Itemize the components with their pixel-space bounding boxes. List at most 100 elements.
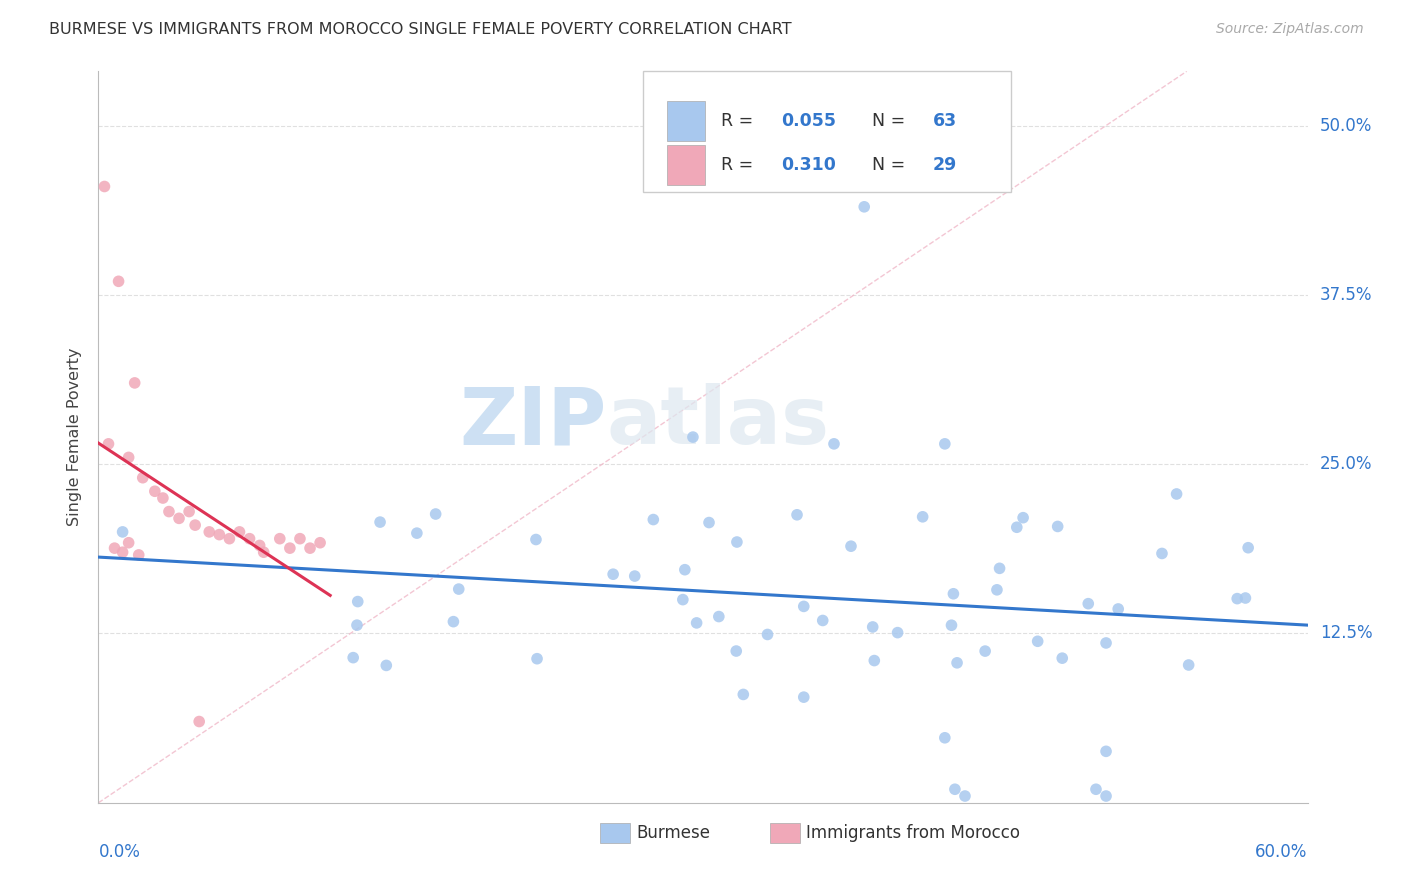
Point — [253, 545, 276, 559]
Point — [111, 545, 134, 559]
Text: 63: 63 — [932, 112, 957, 129]
Point — [269, 532, 291, 546]
Point — [188, 714, 211, 729]
Point — [93, 179, 115, 194]
Point — [97, 437, 120, 451]
Point — [152, 491, 174, 505]
Point — [685, 615, 707, 630]
Point — [103, 541, 125, 556]
Point — [278, 541, 301, 556]
Text: 60.0%: 60.0% — [1256, 843, 1308, 861]
Point — [673, 563, 696, 577]
Point — [733, 688, 755, 702]
Point — [524, 533, 547, 547]
Point — [405, 526, 427, 541]
Point — [1226, 591, 1249, 606]
Text: 0.055: 0.055 — [782, 112, 837, 129]
Point — [943, 782, 966, 797]
Bar — [666, 101, 706, 141]
Point — [974, 644, 997, 658]
Point — [375, 658, 398, 673]
Text: N =: N = — [872, 155, 911, 174]
Point — [218, 532, 240, 546]
Point — [1234, 591, 1257, 605]
Point — [157, 505, 180, 519]
Point — [441, 615, 464, 629]
Text: ZIP: ZIP — [458, 384, 606, 461]
Point — [953, 789, 976, 803]
Point — [793, 690, 815, 705]
Point — [942, 587, 965, 601]
Point — [132, 471, 155, 485]
Point — [107, 274, 129, 288]
Point — [1046, 519, 1069, 533]
Point — [309, 535, 332, 549]
Point — [823, 437, 845, 451]
Text: 12.5%: 12.5% — [1320, 624, 1372, 642]
Point — [911, 509, 934, 524]
Y-axis label: Single Female Poverty: Single Female Poverty — [67, 348, 83, 526]
Text: R =: R = — [721, 112, 759, 129]
Text: Immigrants from Morocco: Immigrants from Morocco — [806, 824, 1019, 842]
Point — [623, 569, 645, 583]
Point — [986, 582, 1008, 597]
Point — [1085, 782, 1108, 797]
Point — [249, 538, 271, 552]
Point — [299, 541, 322, 556]
Point — [862, 620, 884, 634]
Point — [786, 508, 808, 522]
Text: BURMESE VS IMMIGRANTS FROM MOROCCO SINGLE FEMALE POVERTY CORRELATION CHART: BURMESE VS IMMIGRANTS FROM MOROCCO SINGL… — [49, 22, 792, 37]
Point — [1177, 658, 1199, 673]
Point — [602, 567, 624, 582]
Point — [208, 527, 231, 541]
Text: Source: ZipAtlas.com: Source: ZipAtlas.com — [1216, 22, 1364, 37]
Point — [672, 592, 695, 607]
Point — [1095, 636, 1118, 650]
Point — [697, 516, 720, 530]
Point — [198, 524, 221, 539]
Point — [124, 376, 146, 390]
Bar — [600, 822, 630, 843]
Text: 0.0%: 0.0% — [98, 843, 141, 861]
Point — [368, 515, 391, 529]
Point — [934, 437, 956, 451]
Text: 0.310: 0.310 — [782, 155, 837, 174]
Point — [1107, 602, 1129, 616]
Point — [288, 532, 311, 546]
Point — [179, 505, 201, 519]
Point — [1237, 541, 1260, 555]
Point — [1150, 546, 1173, 560]
FancyBboxPatch shape — [643, 71, 1011, 192]
Point — [111, 524, 134, 539]
Text: Burmese: Burmese — [637, 824, 710, 842]
Bar — [666, 145, 706, 185]
Point — [342, 650, 364, 665]
Point — [725, 535, 748, 549]
Point — [346, 594, 368, 608]
Point — [863, 654, 886, 668]
Point — [1077, 597, 1099, 611]
Point — [725, 644, 748, 658]
Point — [128, 548, 150, 562]
Text: 50.0%: 50.0% — [1320, 117, 1372, 135]
Point — [526, 651, 548, 665]
Point — [447, 582, 470, 596]
Point — [346, 618, 368, 632]
Point — [793, 599, 815, 614]
Point — [1052, 651, 1074, 665]
Text: 29: 29 — [932, 155, 957, 174]
Point — [425, 507, 447, 521]
Text: 25.0%: 25.0% — [1320, 455, 1372, 473]
Point — [707, 609, 730, 624]
Point — [184, 518, 207, 533]
Text: 37.5%: 37.5% — [1320, 285, 1372, 304]
Point — [839, 539, 862, 553]
Point — [811, 614, 834, 628]
Text: R =: R = — [721, 155, 759, 174]
Text: N =: N = — [872, 112, 911, 129]
Point — [756, 627, 779, 641]
Point — [1095, 789, 1118, 803]
Point — [682, 430, 704, 444]
Point — [1095, 744, 1118, 758]
Point — [1166, 487, 1188, 501]
